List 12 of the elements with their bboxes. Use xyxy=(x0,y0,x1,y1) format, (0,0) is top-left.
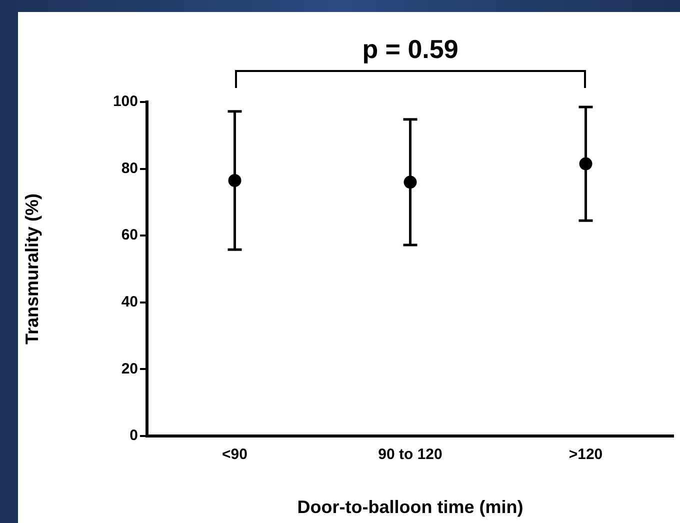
y-tick-label: 40 xyxy=(121,294,138,311)
y-tick-label: 0 xyxy=(130,427,138,444)
y-tick-label: 100 xyxy=(112,93,138,110)
x-axis-title: Door-to-balloon time (min) xyxy=(297,497,524,518)
x-tick-label: 90 to 120 xyxy=(378,446,442,464)
y-tick-label: 20 xyxy=(121,360,138,378)
y-axis-title: Transmurality (%) xyxy=(22,193,42,345)
y-tick-label: 60 xyxy=(121,226,138,244)
y-tick-label: 80 xyxy=(121,160,138,177)
x-tick-label: >120 xyxy=(568,446,603,464)
x-tick-label: <90 xyxy=(222,446,248,464)
text: p = 0.59 xyxy=(362,34,458,64)
